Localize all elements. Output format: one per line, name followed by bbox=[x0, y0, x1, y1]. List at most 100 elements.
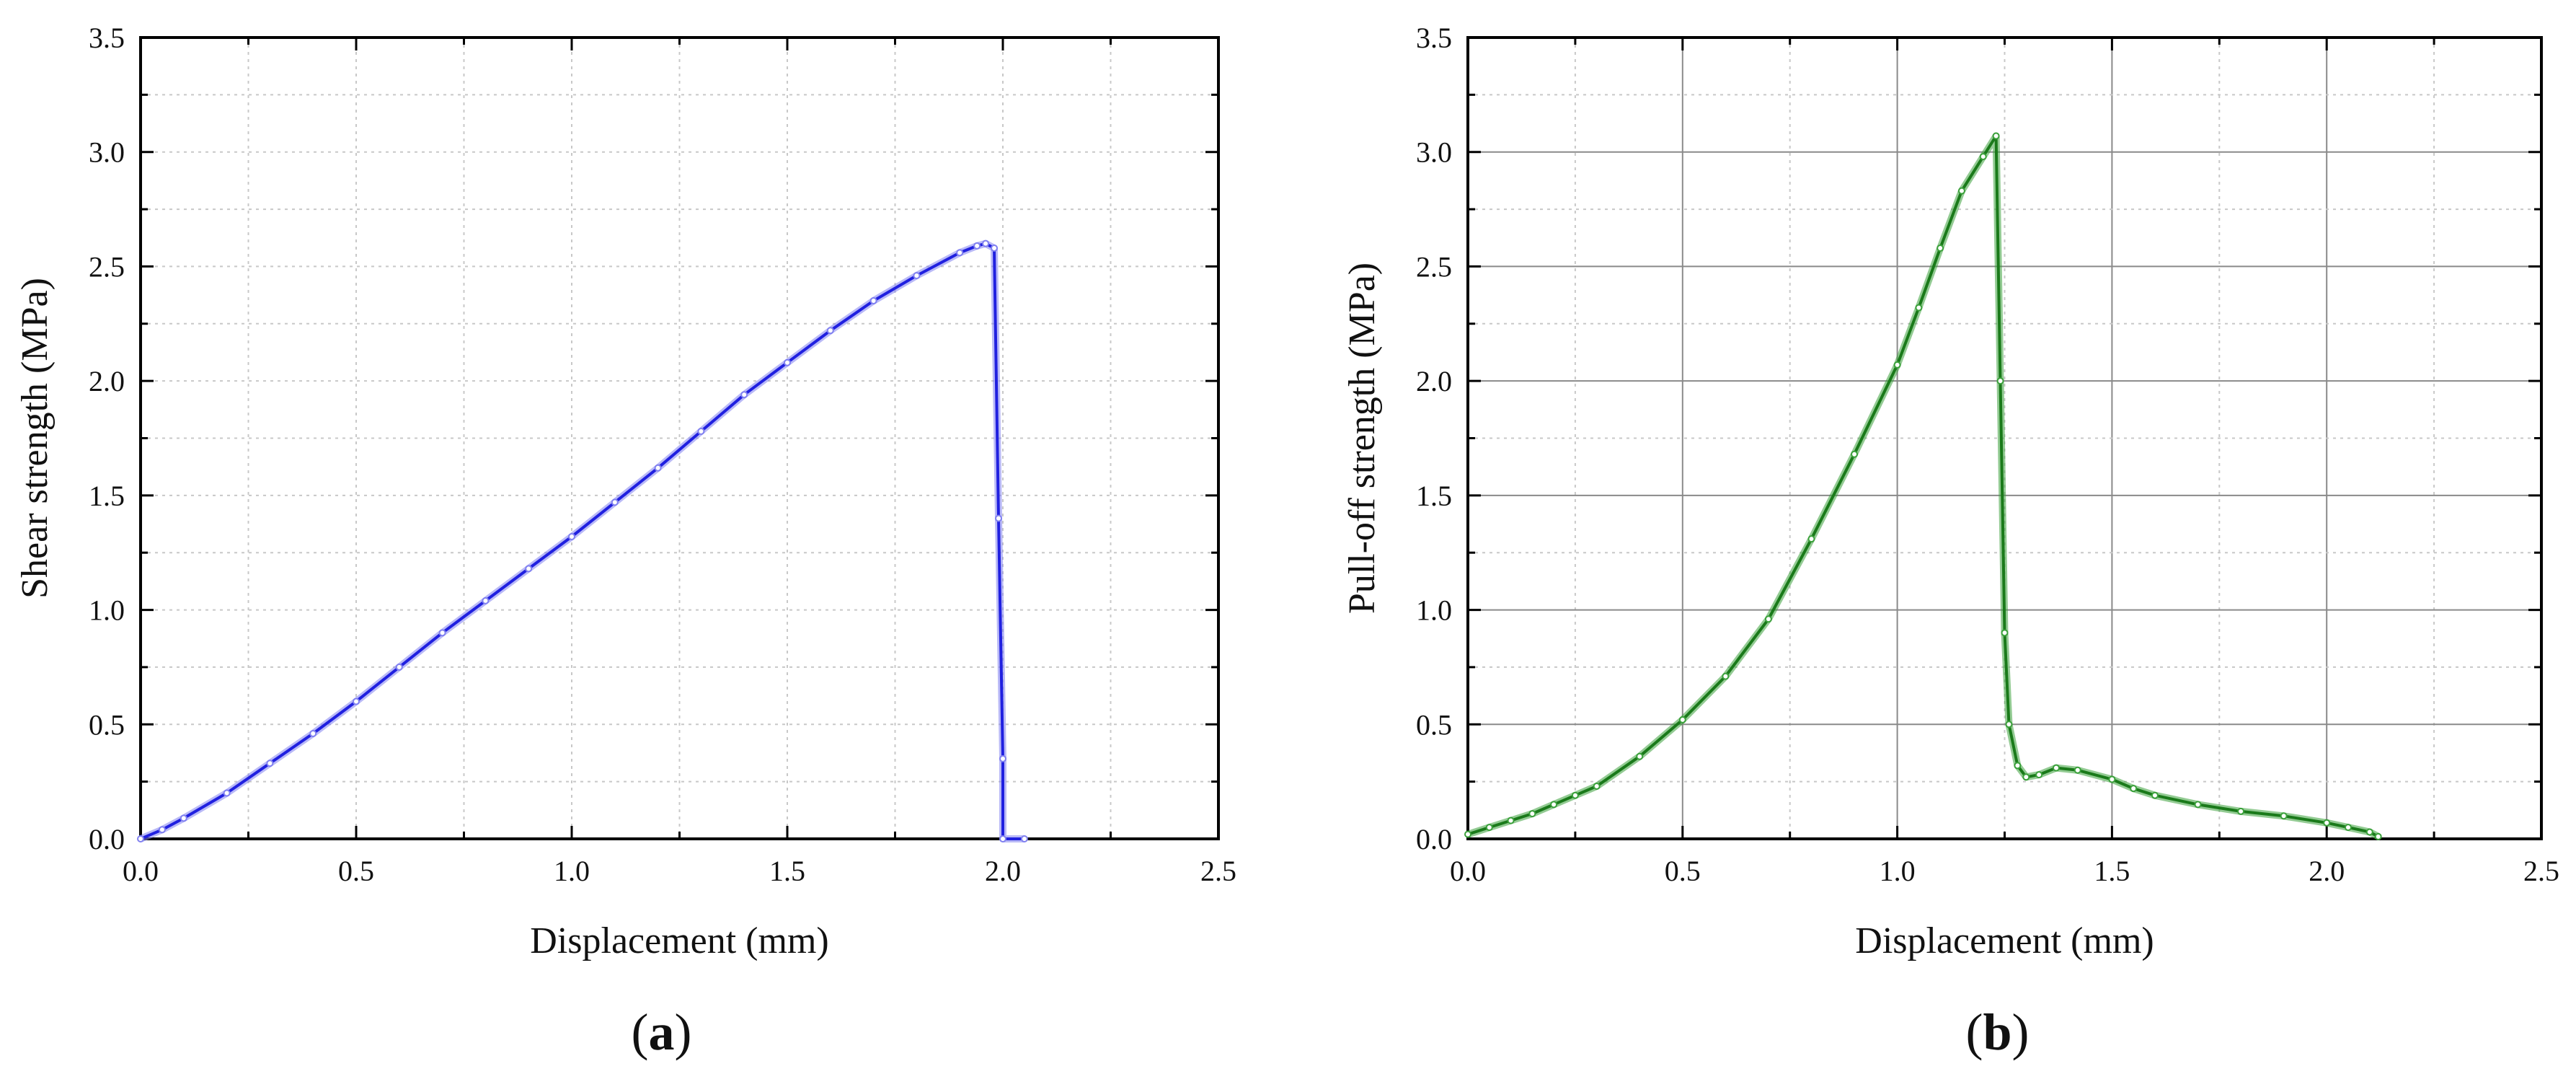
data-point bbox=[438, 629, 446, 637]
data-point bbox=[1957, 187, 1965, 195]
data-point bbox=[1937, 245, 1944, 252]
x-axis-title: Displacement (mm) bbox=[1855, 920, 2154, 961]
y-tick-label: 0.0 bbox=[89, 823, 125, 855]
data-point bbox=[991, 245, 999, 252]
data-point bbox=[1893, 361, 1901, 369]
panel-label-open: ( bbox=[1965, 1003, 1983, 1061]
ticks: 0.0 0.5 1.0 1.5 2.0 2.5 0.0 0.5 1.0 1.5 2.0 2.5 3.0 3… bbox=[1416, 22, 2559, 887]
data-point bbox=[1722, 672, 1730, 680]
y-tick-label: 2.0 bbox=[1416, 365, 1452, 397]
shear-strength-chart: 0.0 0.5 1.0 1.5 2.0 2.5 0.0 0.5 1.0 1.5 2.0 2.5 3.0 3… bbox=[14, 22, 1236, 1061]
data-point bbox=[611, 498, 619, 506]
pull-off-strength-chart: 0.0 0.5 1.0 1.5 2.0 2.5 0.0 0.5 1.0 1.5 2.0 2.5 3.0 3… bbox=[1342, 22, 2559, 1061]
y-tick-label: 3.0 bbox=[89, 136, 125, 169]
data-point bbox=[395, 663, 403, 671]
data-point bbox=[309, 729, 317, 737]
y-tick-label: 1.5 bbox=[89, 480, 125, 512]
y-tick-label: 3.5 bbox=[1416, 22, 1452, 54]
panel-label-letter: a bbox=[649, 1003, 675, 1061]
y-axis-title: Pull-off strength (MPa) bbox=[1342, 263, 1383, 614]
data-point bbox=[1996, 377, 2004, 385]
data-point bbox=[740, 391, 748, 399]
y-tick-label: 1.0 bbox=[1416, 594, 1452, 627]
x-tick-label: 2.5 bbox=[2523, 855, 2559, 887]
y-axis-title: Shear strength (MPa) bbox=[14, 278, 56, 599]
data-point bbox=[2374, 832, 2382, 840]
data-point bbox=[2001, 629, 2009, 637]
panel-label-letter: b bbox=[1983, 1003, 2011, 1061]
data-point bbox=[266, 760, 274, 767]
y-tick-label: 0.5 bbox=[89, 708, 125, 741]
x-tick-label: 0.0 bbox=[1450, 855, 1486, 887]
data-point bbox=[180, 814, 187, 822]
x-tick-label: 0.5 bbox=[1665, 855, 1701, 887]
data-point bbox=[1020, 835, 1028, 842]
data-point bbox=[999, 754, 1006, 762]
data-point bbox=[568, 532, 575, 540]
data-point bbox=[1992, 132, 2000, 140]
data-point bbox=[826, 327, 834, 335]
panel-label: (b) bbox=[1965, 1003, 2029, 1061]
data-point bbox=[2014, 762, 2022, 770]
data-point bbox=[2365, 828, 2373, 836]
x-tick-label: 1.0 bbox=[1880, 855, 1916, 887]
data-point bbox=[1571, 791, 1579, 799]
data-point bbox=[2323, 819, 2331, 827]
data-point bbox=[995, 514, 1003, 522]
data-point bbox=[869, 297, 877, 305]
data-point bbox=[223, 789, 231, 797]
data-point bbox=[956, 249, 964, 257]
y-tick-label: 3.0 bbox=[1416, 136, 1452, 169]
x-tick-label: 1.5 bbox=[769, 855, 805, 887]
chart-panel-a: 0.0 0.5 1.0 1.5 2.0 2.5 0.0 0.5 1.0 1.5 2.0 2.5 3.0 3… bbox=[0, 0, 1288, 1070]
data-point bbox=[353, 697, 360, 705]
x-axis-title: Displacement (mm) bbox=[530, 920, 828, 961]
x-tick-label: 1.0 bbox=[554, 855, 590, 887]
y-tick-label: 2.5 bbox=[1416, 250, 1452, 283]
data-point bbox=[2108, 775, 2116, 783]
data-point bbox=[137, 835, 144, 842]
data-point bbox=[1550, 801, 1558, 809]
y-tick-label: 1.5 bbox=[1416, 480, 1452, 512]
data-point bbox=[1507, 816, 1515, 824]
data-point bbox=[1764, 615, 1772, 623]
data-point bbox=[2035, 771, 2043, 779]
x-tick-label: 0.0 bbox=[123, 855, 159, 887]
y-tick-label: 3.5 bbox=[89, 22, 125, 54]
panel-label-close: ) bbox=[675, 1003, 692, 1061]
data-point bbox=[1593, 782, 1601, 790]
data-series-line bbox=[140, 242, 1024, 840]
data-point bbox=[1851, 450, 1859, 458]
panel-label-close: ) bbox=[2012, 1003, 2030, 1061]
data-point bbox=[525, 565, 533, 573]
data-points bbox=[1464, 132, 2382, 840]
data-point bbox=[2151, 791, 2159, 799]
data-point bbox=[913, 272, 921, 280]
data-point bbox=[973, 242, 981, 250]
data-point bbox=[2130, 785, 2138, 793]
data-point bbox=[2344, 824, 2352, 832]
grid bbox=[141, 38, 1218, 839]
y-tick-label: 2.5 bbox=[89, 250, 125, 283]
x-tick-label: 2.0 bbox=[985, 855, 1021, 887]
ticks: 0.0 0.5 1.0 1.5 2.0 2.5 0.0 0.5 1.0 1.5 2.0 2.5 3.0 3… bbox=[89, 22, 1236, 887]
data-point bbox=[2194, 801, 2202, 809]
x-tick-label: 2.0 bbox=[2309, 855, 2345, 887]
panel-label: (a) bbox=[632, 1003, 692, 1061]
data-point bbox=[697, 427, 705, 435]
data-point bbox=[1979, 153, 1987, 161]
x-tick-label: 2.5 bbox=[1200, 855, 1236, 887]
y-tick-label: 0.5 bbox=[1416, 708, 1452, 741]
data-point bbox=[2237, 807, 2245, 815]
data-points bbox=[137, 239, 1028, 842]
data-point bbox=[1915, 304, 1923, 312]
data-series-markers bbox=[1466, 132, 2381, 840]
data-point bbox=[482, 597, 490, 604]
data-point bbox=[2280, 812, 2288, 820]
y-tick-label: 0.0 bbox=[1416, 823, 1452, 855]
panel-label-open: ( bbox=[632, 1003, 649, 1061]
data-point bbox=[982, 239, 990, 247]
data-point bbox=[2005, 721, 2013, 729]
data-point bbox=[158, 826, 166, 834]
data-point bbox=[1464, 830, 1471, 838]
